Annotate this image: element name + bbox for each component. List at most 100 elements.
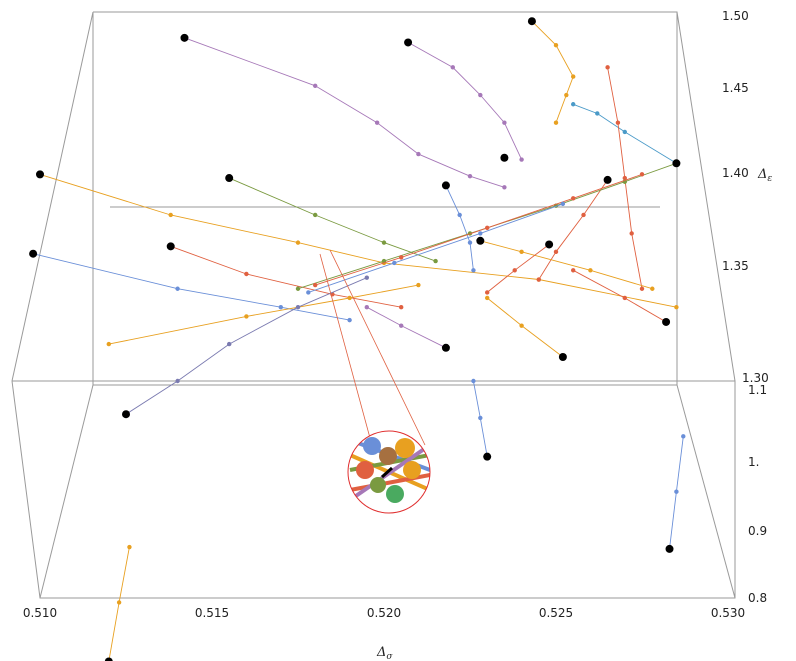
series-point-15-2 <box>364 305 369 310</box>
series-point-1-1 <box>313 83 318 89</box>
series-point-2-2 <box>478 92 483 98</box>
series-line-15 <box>366 306 447 349</box>
z-tick-label: 1.1 <box>748 383 767 397</box>
series-point-4-1 <box>175 286 180 291</box>
series-point-3-2 <box>571 74 576 79</box>
series-point-11-2 <box>622 175 627 181</box>
z-axis-ticks: 0.8 0.9 1. 1.1 <box>748 383 767 605</box>
series-line-3 <box>531 20 574 123</box>
series-line-5 <box>170 245 402 308</box>
x-tick-label: 0.530 <box>711 606 745 620</box>
series-point-12-2 <box>588 268 593 273</box>
z-tick-label: 1. <box>748 455 759 469</box>
endpoint-marker-4 <box>225 174 234 183</box>
series-point-22-3 <box>571 196 576 201</box>
plot-box <box>11 11 736 599</box>
z-tick-label: 0.8 <box>748 591 767 605</box>
series-point-16-1 <box>519 323 524 328</box>
series-point-17-4 <box>364 275 369 280</box>
series-point-4-2 <box>278 305 283 310</box>
series-point-10-1 <box>622 129 627 135</box>
series-point-23-3 <box>560 201 566 207</box>
series-point-10-2 <box>595 111 600 116</box>
series-line-17 <box>125 277 367 415</box>
series-point-3-1 <box>553 43 559 48</box>
series-line-8 <box>445 185 474 271</box>
series-point-6-1 <box>244 314 249 319</box>
series-point-20-2 <box>127 544 132 550</box>
y-tick-label: 1.50 <box>722 9 749 23</box>
series-point-11-3 <box>629 231 634 236</box>
series-line-22 <box>315 173 643 286</box>
series-point-14-2 <box>571 268 576 273</box>
endpoint-marker-11 <box>476 236 485 245</box>
endpoint-marker-16 <box>122 410 130 419</box>
endpoint-marker-5 <box>441 181 450 190</box>
endpoint-marker-12 <box>545 240 554 249</box>
y-axis-ticks: 1.30 1.35 1.40 1.45 1.50 <box>722 9 769 385</box>
endpoint-marker-0 <box>180 33 189 42</box>
y-tick-label: 1.45 <box>722 81 749 95</box>
endpoint-marker-2 <box>527 17 536 26</box>
series-line-23 <box>308 203 564 293</box>
endpoint-marker-9 <box>29 249 38 258</box>
series-point-21-0 <box>295 286 301 291</box>
x-tick-label: 0.510 <box>23 606 57 620</box>
series-point-19-1 <box>674 489 679 494</box>
endpoint-marker-8 <box>672 159 681 168</box>
y-tick-label: 1.35 <box>722 259 749 273</box>
series-point-1-5 <box>502 185 507 190</box>
x-axis-label: Δσ <box>376 645 393 661</box>
series-point-23-0 <box>306 290 311 295</box>
series-point-7-3 <box>433 258 438 264</box>
series-point-12-3 <box>650 286 655 291</box>
series-point-12-1 <box>519 249 524 255</box>
zoom-inset <box>319 249 431 514</box>
series-line-0 <box>39 173 677 308</box>
series-line-10 <box>573 103 677 164</box>
x-tick-label: 0.525 <box>539 606 573 620</box>
series-point-17-3 <box>295 305 301 310</box>
x-tick-label: 0.520 <box>367 606 401 620</box>
series-point-0-5 <box>674 305 679 310</box>
series-point-17-2 <box>227 341 232 347</box>
series-point-23-1 <box>392 260 397 266</box>
series-point-0-1 <box>168 212 173 218</box>
series-point-11-1 <box>615 120 621 125</box>
series-layer <box>30 19 686 661</box>
series-point-2-1 <box>450 65 455 70</box>
series-point-9-2 <box>553 249 559 255</box>
series-point-8-3 <box>471 268 476 273</box>
series-point-14-1 <box>622 295 627 301</box>
series-point-22-2 <box>485 225 490 231</box>
series-point-18-1 <box>478 415 483 421</box>
endpoint-marker-10 <box>166 242 175 251</box>
series-point-2-3 <box>502 120 507 125</box>
endpoint-marker-19 <box>104 657 113 661</box>
series-point-9-1 <box>581 212 586 218</box>
series-point-16-2 <box>485 295 490 301</box>
y-tick-label: 1.40 <box>722 166 749 180</box>
series-point-1-3 <box>416 151 421 157</box>
series-point-18-2 <box>471 378 476 384</box>
series-point-6-2 <box>347 295 352 301</box>
series-line-4 <box>32 253 350 321</box>
series-point-4-3 <box>347 317 352 323</box>
endpoint-marker-18 <box>665 544 674 553</box>
series-point-11-0 <box>605 65 610 70</box>
endpoint-marker-1 <box>404 38 413 47</box>
series-line-12 <box>480 240 653 290</box>
endpoint-marker-17 <box>483 452 492 461</box>
z-tick-label: 0.9 <box>748 524 767 538</box>
series-point-22-1 <box>399 255 404 260</box>
series-point-22-4 <box>639 172 645 177</box>
x-tick-label: 0.515 <box>195 606 229 620</box>
series-point-1-4 <box>467 174 473 179</box>
series-line-13 <box>486 244 550 293</box>
endpoint-marker-14 <box>441 343 450 352</box>
endpoint-marker-6 <box>500 153 509 162</box>
series-point-19-2 <box>681 434 686 439</box>
series-point-17-1 <box>175 378 180 384</box>
series-point-1-2 <box>374 120 380 125</box>
